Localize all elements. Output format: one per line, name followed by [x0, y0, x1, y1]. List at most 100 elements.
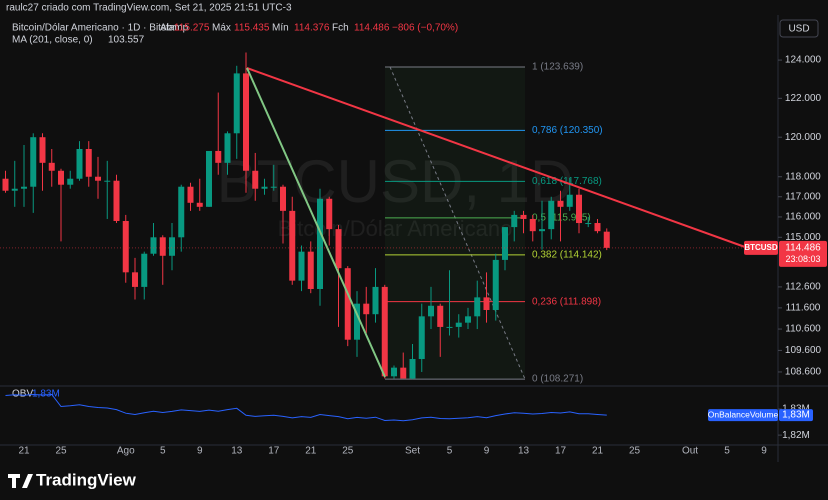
fib-label: 0,236 (111.898): [532, 296, 601, 307]
x-tick-label: 9: [484, 446, 490, 457]
x-tick-label: 25: [629, 446, 641, 457]
y-tick-label: 120.000: [785, 132, 822, 143]
x-tick-label: 21: [305, 446, 317, 457]
ohlc-value: 115.275: [174, 23, 210, 34]
trend-line: [246, 67, 746, 248]
credit: raulc27 criado com TradingView.com, Set …: [6, 3, 292, 14]
candle-body: [428, 305, 434, 317]
fib-zone: [385, 66, 525, 380]
obv-value-tag-text: 1,83M: [782, 410, 810, 421]
logo-text: TradingView: [36, 470, 137, 489]
obv-name: OBV: [12, 389, 33, 400]
obv-legend: OnBalanceVolume: [708, 409, 779, 419]
candle-body: [58, 170, 64, 185]
obv-current: 1,83M: [32, 389, 60, 400]
logo-icon: [8, 474, 33, 488]
y-tick-label: 112.600: [785, 282, 821, 293]
y-tick-label: 110.600: [785, 324, 821, 335]
fib-label: 1 (123.639): [532, 62, 583, 73]
x-tick-label: Ago: [117, 446, 135, 457]
ohlc-key: Abr: [160, 23, 176, 34]
candle-body: [409, 359, 416, 379]
candle-body: [169, 237, 175, 256]
x-tick-label: 13: [518, 446, 530, 457]
candle-body: [326, 198, 333, 230]
candle-body: [492, 259, 499, 310]
candle-body: [418, 316, 425, 360]
x-tick-label: 17: [555, 446, 567, 457]
x-tick-label: 13: [231, 446, 243, 457]
candle-body: [437, 305, 444, 327]
watermark-name: Bitcoin/Dólar Americano: [278, 216, 513, 241]
candle-body: [187, 186, 194, 203]
obv-tick-label: 1,82M: [782, 430, 810, 441]
candle-body: [465, 316, 471, 323]
x-tick-label: 9: [761, 446, 767, 457]
x-tick-label: 25: [55, 446, 67, 457]
candle-body: [76, 148, 83, 179]
obv-value-tag: [779, 409, 813, 422]
price-tag-value: 114.486: [785, 242, 821, 253]
candle-body: [520, 214, 527, 219]
candle-body: [150, 237, 157, 254]
candle-body: [400, 367, 407, 379]
trend-line: [246, 67, 386, 378]
ohlc-key: Mín: [272, 23, 289, 34]
candle-body: [85, 148, 92, 177]
y-tick-label: 118.000: [785, 171, 821, 182]
candle-body: [566, 194, 573, 207]
candle-body: [548, 200, 555, 230]
candle-body: [261, 186, 268, 189]
candle-body: [48, 162, 55, 171]
x-tick-label: Out: [682, 446, 698, 457]
fib-diagonal: [389, 66, 526, 380]
candle-body: [317, 198, 323, 289]
symbol-tag-text: BTCUSD: [744, 243, 778, 252]
candle-body: [344, 268, 351, 340]
candle-body: [446, 326, 453, 328]
candle-body: [206, 150, 212, 207]
candle-body: [363, 303, 370, 315]
candle-body: [298, 251, 305, 281]
candle-body: [511, 214, 518, 228]
ohlc-key: Fch: [332, 23, 349, 34]
candle-body: [215, 150, 222, 163]
candle-body: [557, 200, 564, 207]
candle-body: [39, 137, 46, 163]
y-tick-label: 116.000: [785, 212, 821, 223]
candle-body: [372, 286, 379, 315]
candle-body: [224, 133, 231, 163]
ohlc-key: Máx: [212, 23, 231, 34]
y-tick-label: 122.000: [785, 93, 822, 104]
ohlc-value: 114.486: [354, 23, 390, 34]
candle-body: [354, 303, 360, 340]
candle-body: [391, 367, 397, 377]
candle-body: [474, 297, 481, 317]
y-tick-label: 111.600: [786, 303, 821, 314]
fib-retracement: 1 (123.639) 0,786 (120.350) 0,618 (117.768…: [385, 62, 603, 385]
candles: [2, 52, 610, 380]
x-tick-label: 25: [342, 446, 354, 457]
symbol-tag: [744, 240, 778, 255]
y-tick-label: 109.600: [785, 345, 822, 356]
candle-body: [594, 223, 601, 232]
candle-body: [252, 170, 259, 189]
candle-body: [21, 186, 27, 189]
change: −806 (−0,70%): [392, 23, 458, 34]
candle-body: [113, 180, 120, 221]
candle-body: [603, 231, 610, 248]
candle-body: [585, 223, 592, 225]
candle-body: [2, 178, 9, 191]
x-tick-label: 21: [592, 446, 604, 457]
candle-body: [280, 186, 286, 211]
currency-button[interactable]: [779, 19, 819, 38]
y-tick-label: 108.600: [785, 367, 822, 378]
currency[interactable]: USD: [788, 24, 809, 35]
candle-body: [529, 218, 536, 232]
symbol-title: Bitcoin/Dólar Americano · 1D · Bitstamp: [12, 23, 189, 34]
candle-body: [11, 188, 18, 191]
y-tick-label: 115.000: [785, 232, 821, 243]
